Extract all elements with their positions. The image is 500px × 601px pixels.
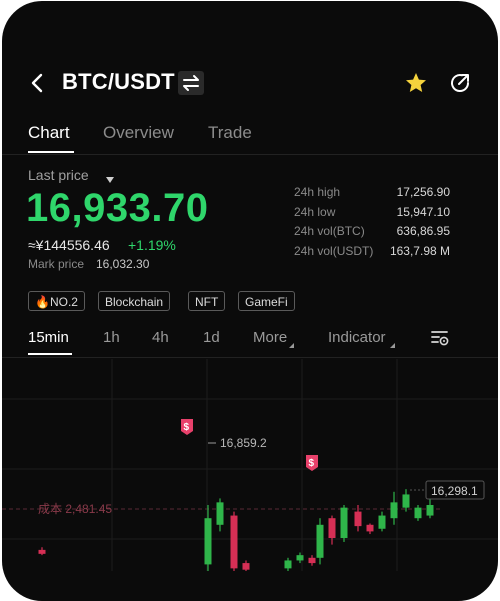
star-icon[interactable] (404, 71, 428, 95)
fire-icon: 🔥 (35, 295, 50, 309)
cny-price: ≈¥144556.46 (28, 237, 110, 253)
candle-body (426, 505, 434, 516)
tab-chart[interactable]: Chart (28, 123, 70, 142)
current-price-label: 16,298.1 (431, 484, 478, 498)
candle-body (366, 524, 374, 532)
stat-label: 24h vol(BTC) (294, 224, 365, 238)
candle-body (316, 524, 324, 558)
candle-body (328, 518, 336, 538)
candle-body (402, 494, 410, 508)
indicator-button[interactable]: Indicator (328, 329, 386, 346)
pair-title[interactable]: BTC/USDT (62, 69, 175, 94)
candle-body (340, 507, 348, 538)
candle-body (378, 515, 386, 529)
chart-settings-icon[interactable] (430, 328, 450, 348)
interval-1d[interactable]: 1d (203, 329, 220, 346)
candle-body (284, 560, 292, 569)
interval-divider (2, 357, 498, 358)
indicator-corner-icon (390, 343, 395, 348)
interval-1h[interactable]: 1h (103, 329, 120, 346)
candle-body (216, 502, 224, 525)
stat-label: 24h low (294, 205, 336, 219)
stat-value: 163,7.98 M (389, 244, 450, 258)
tag-rank[interactable]: 🔥NO.2 (28, 291, 85, 311)
trade-marker-icon (306, 455, 318, 471)
tag-gamefi[interactable]: GameFi (238, 291, 295, 311)
tab-trade[interactable]: Trade (208, 123, 252, 142)
tab-overview[interactable]: Overview (103, 123, 174, 142)
mark-price-label: Mark price (28, 257, 85, 271)
stat-value: 15,947.10 (396, 205, 450, 219)
active-tab-indicator (28, 151, 74, 153)
mark-price-value: 16,032.30 (96, 257, 150, 271)
tabs-divider (2, 154, 498, 155)
candle-body (242, 563, 250, 570)
current-price-box (425, 480, 485, 500)
interval-more[interactable]: More (253, 329, 288, 346)
high-price-label: 16,859.2 (220, 436, 267, 450)
stat-value: 636,86.95 (396, 224, 450, 238)
stat-label: 24h vol(USDT) (294, 244, 374, 258)
stat-value: 17,256.90 (396, 185, 450, 199)
share-icon[interactable] (448, 71, 472, 95)
last-price-value: 16,933.70 (26, 186, 209, 230)
more-corner-icon (289, 343, 294, 348)
price-change-percent: +1.19% (128, 237, 176, 253)
chevron-left-icon[interactable] (26, 69, 50, 97)
candlestick-chart[interactable]: 成本 2,481.45 16,859.2 16,298.1 $ $ (2, 359, 498, 571)
tag-nft[interactable]: NFT (188, 291, 226, 311)
trade-marker-icon (181, 419, 193, 435)
candle-body (204, 518, 212, 565)
candle-body (414, 507, 422, 519)
swap-icon[interactable] (178, 71, 204, 95)
candle-body (390, 502, 398, 519)
candle-body (354, 511, 362, 527)
interval-4h[interactable]: 4h (152, 329, 169, 346)
candle-body (38, 549, 46, 554)
stat-label: 24h high (294, 185, 341, 199)
last-price-label[interactable]: Last price (28, 167, 89, 183)
tag-blockchain[interactable]: Blockchain (98, 291, 171, 311)
candle-body (230, 515, 238, 569)
trade-marker-label: $ (184, 422, 190, 433)
cost-label: 成本 2,481.45 (38, 502, 112, 516)
trade-marker-label: $ (309, 458, 315, 469)
active-interval-indicator (28, 353, 72, 355)
candle-body (296, 555, 304, 561)
candle-body (308, 557, 316, 564)
caret-down-icon[interactable] (105, 171, 115, 183)
interval-15min[interactable]: 15min (28, 329, 69, 346)
